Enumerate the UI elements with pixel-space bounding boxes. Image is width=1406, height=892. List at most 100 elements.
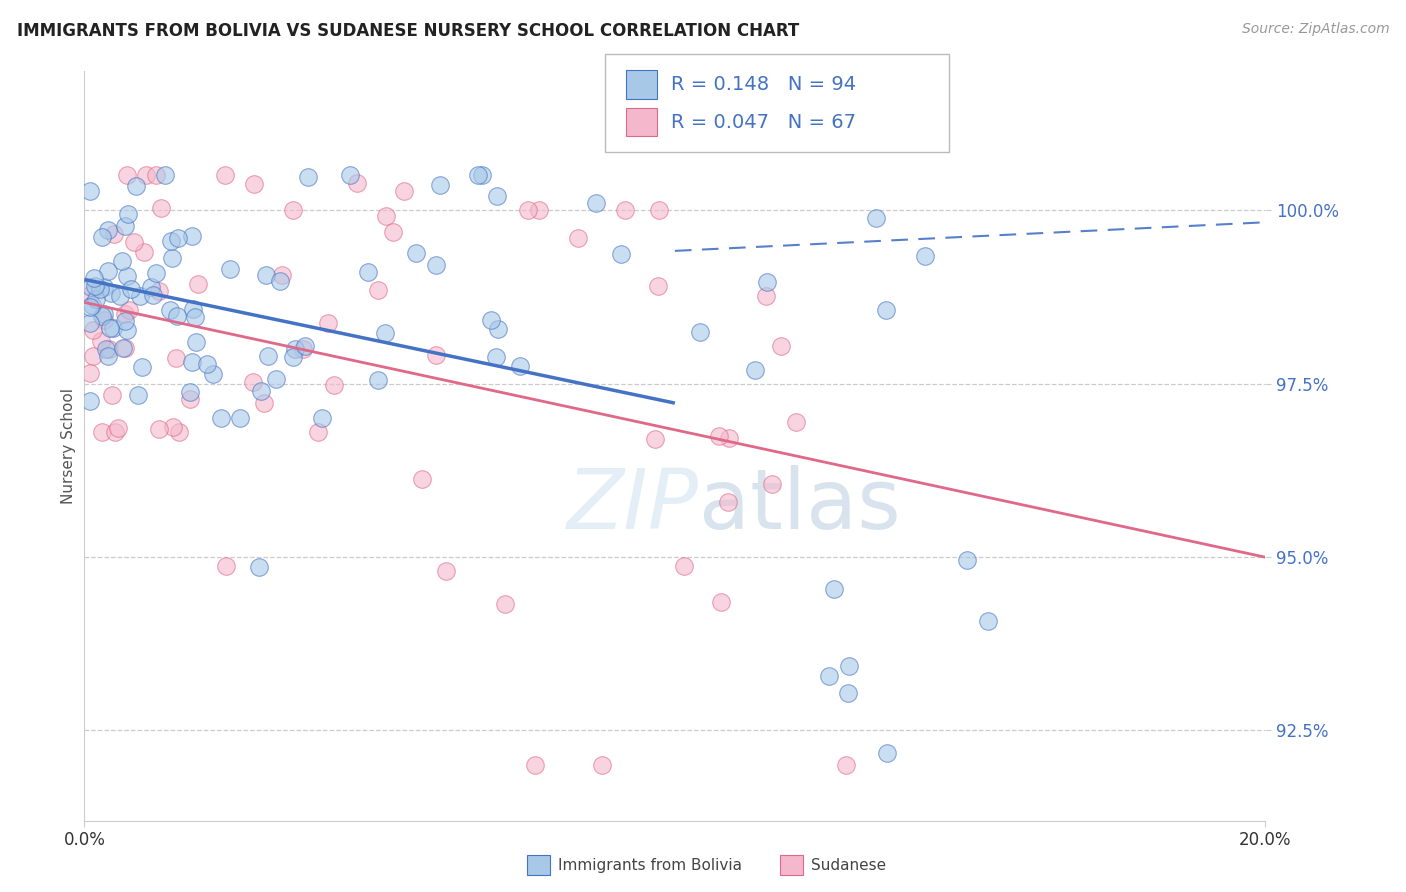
Point	[209, 411, 232, 425]
Point	[162, 420, 184, 434]
Point	[169, 425, 191, 439]
Point	[297, 170, 319, 185]
Point	[411, 472, 433, 486]
Point	[252, 395, 274, 409]
Text: R = 0.047   N = 67: R = 0.047 N = 67	[671, 112, 856, 132]
Point	[914, 248, 936, 262]
Point	[644, 432, 666, 446]
Point	[149, 201, 172, 215]
Point	[148, 422, 170, 436]
Point	[100, 285, 122, 300]
Point	[425, 348, 447, 362]
Point	[509, 359, 531, 373]
Point	[346, 176, 368, 190]
Point	[311, 411, 333, 425]
Point	[90, 334, 112, 348]
Point	[709, 428, 731, 442]
Point	[755, 289, 778, 303]
Point	[672, 559, 695, 574]
Point	[96, 342, 118, 356]
Point	[97, 350, 120, 364]
Point	[117, 169, 139, 183]
Point	[838, 659, 860, 673]
Point	[80, 280, 103, 294]
Point	[181, 229, 204, 244]
Point	[270, 268, 292, 283]
Point	[254, 268, 277, 283]
Point	[166, 309, 188, 323]
Point	[405, 245, 427, 260]
Point	[756, 275, 779, 289]
Point	[436, 564, 458, 578]
Point	[479, 312, 502, 326]
Y-axis label: Nursery School: Nursery School	[60, 388, 76, 504]
Point	[357, 265, 380, 279]
Point	[761, 477, 783, 491]
Point	[145, 169, 167, 183]
Text: Source: ZipAtlas.com: Source: ZipAtlas.com	[1241, 22, 1389, 37]
Point	[269, 274, 291, 288]
Point	[484, 351, 506, 365]
Point	[214, 169, 236, 183]
Point	[141, 279, 163, 293]
Point	[307, 425, 329, 439]
Point	[166, 231, 188, 245]
Point	[111, 253, 134, 268]
Point	[114, 313, 136, 327]
Point	[108, 289, 131, 303]
Text: R = 0.148   N = 94: R = 0.148 N = 94	[671, 75, 856, 95]
Point	[744, 363, 766, 377]
Point	[195, 357, 218, 371]
Point	[122, 235, 145, 250]
Point	[112, 341, 135, 355]
Point	[243, 177, 266, 191]
Point	[648, 203, 671, 218]
Point	[142, 288, 165, 302]
Point	[82, 297, 104, 311]
Text: atlas: atlas	[699, 466, 900, 547]
Text: Immigrants from Bolivia: Immigrants from Bolivia	[558, 858, 742, 872]
Point	[785, 415, 807, 429]
Point	[281, 350, 304, 364]
Point	[104, 425, 127, 439]
Point	[467, 169, 489, 183]
Point	[125, 178, 148, 193]
Point	[834, 758, 856, 772]
Point	[84, 279, 107, 293]
Point	[131, 360, 153, 375]
Point	[79, 316, 101, 330]
Text: ZIP: ZIP	[567, 466, 699, 547]
Point	[114, 341, 136, 355]
Point	[367, 283, 389, 297]
Point	[527, 203, 550, 218]
Point	[165, 351, 187, 365]
Point	[382, 225, 405, 239]
Point	[374, 209, 396, 223]
Point	[127, 388, 149, 402]
Point	[218, 261, 240, 276]
Point	[283, 203, 305, 218]
Point	[956, 553, 979, 567]
Point	[160, 251, 183, 265]
Point	[86, 292, 108, 306]
Point	[486, 322, 509, 336]
Point	[977, 614, 1000, 628]
Point	[394, 184, 416, 198]
Point	[181, 355, 204, 369]
Point	[179, 384, 201, 399]
Point	[609, 247, 631, 261]
Point	[117, 207, 139, 221]
Point	[876, 746, 898, 760]
Point	[107, 420, 129, 434]
Point	[91, 309, 114, 323]
Point	[89, 282, 111, 296]
Point	[264, 372, 287, 386]
Point	[523, 758, 546, 772]
Point	[91, 230, 114, 244]
Point	[93, 313, 115, 327]
Point	[79, 184, 101, 198]
Point	[160, 234, 183, 248]
Point	[229, 411, 252, 425]
Point	[184, 310, 207, 325]
Point	[316, 316, 339, 330]
